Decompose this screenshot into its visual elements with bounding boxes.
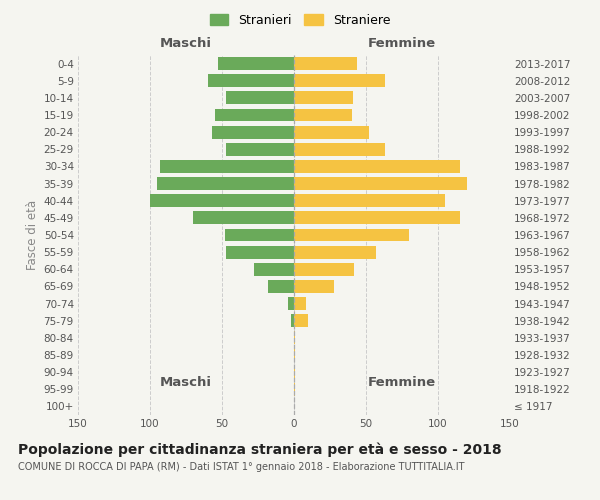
Bar [254,263,294,276]
Bar [294,228,409,241]
Bar [294,160,460,173]
Bar [160,160,294,173]
Bar [294,280,334,293]
Bar [294,297,305,310]
Text: COMUNE DI ROCCA DI PAPA (RM) - Dati ISTAT 1° gennaio 2018 - Elaborazione TUTTITA: COMUNE DI ROCCA DI PAPA (RM) - Dati ISTA… [18,462,464,472]
Text: Maschi: Maschi [160,36,212,50]
Text: Femmine: Femmine [368,36,436,50]
Bar [218,57,294,70]
Bar [294,348,295,362]
Bar [150,194,294,207]
Bar [208,74,294,87]
Bar [225,228,294,241]
Bar [212,126,294,138]
Text: Popolazione per cittadinanza straniera per età e sesso - 2018: Popolazione per cittadinanza straniera p… [18,442,502,457]
Bar [226,92,294,104]
Bar [157,177,294,190]
Bar [268,280,294,293]
Bar [288,297,294,310]
Bar [226,143,294,156]
Bar [294,383,295,396]
Bar [294,74,385,87]
Bar [294,263,355,276]
Bar [291,314,294,327]
Bar [294,314,308,327]
Bar [294,108,352,122]
Bar [294,57,358,70]
Bar [294,246,376,258]
Bar [294,143,385,156]
Bar [294,332,295,344]
Bar [226,246,294,258]
Text: Maschi: Maschi [160,376,212,389]
Bar [193,212,294,224]
Bar [294,212,460,224]
Bar [294,126,369,138]
Y-axis label: Fasce di età: Fasce di età [26,200,40,270]
Text: Femmine: Femmine [368,376,436,389]
Bar [294,194,445,207]
Bar [294,92,353,104]
Legend: Stranieri, Straniere: Stranieri, Straniere [205,8,395,32]
Bar [215,108,294,122]
Bar [294,177,467,190]
Bar [294,366,295,378]
